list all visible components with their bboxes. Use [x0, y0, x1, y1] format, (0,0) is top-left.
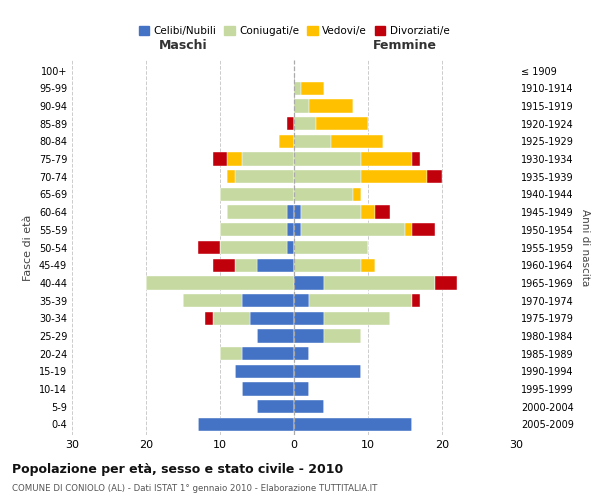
Bar: [212, 152, 227, 166]
Bar: [427, 170, 442, 183]
Bar: [257, 330, 294, 342]
Bar: [146, 276, 294, 289]
Bar: [227, 206, 287, 219]
Text: Femmine: Femmine: [373, 39, 437, 52]
Bar: [287, 117, 294, 130]
Bar: [287, 223, 294, 236]
Bar: [412, 223, 434, 236]
Bar: [412, 152, 420, 166]
Bar: [287, 206, 294, 219]
Bar: [294, 82, 301, 95]
Bar: [361, 258, 376, 272]
Bar: [294, 347, 309, 360]
Bar: [212, 312, 250, 325]
Bar: [235, 258, 257, 272]
Bar: [250, 312, 294, 325]
Bar: [198, 241, 220, 254]
Bar: [242, 382, 294, 396]
Bar: [361, 170, 427, 183]
Bar: [323, 330, 361, 342]
Bar: [301, 82, 323, 95]
Text: Maschi: Maschi: [158, 39, 208, 52]
Bar: [301, 206, 361, 219]
Bar: [294, 400, 323, 413]
Bar: [257, 258, 294, 272]
Bar: [279, 134, 294, 148]
Bar: [376, 206, 390, 219]
Y-axis label: Fasce di età: Fasce di età: [23, 214, 33, 280]
Bar: [412, 294, 420, 307]
Bar: [323, 312, 390, 325]
Bar: [405, 223, 412, 236]
Bar: [294, 330, 323, 342]
Bar: [294, 382, 309, 396]
Bar: [242, 152, 294, 166]
Bar: [294, 258, 361, 272]
Bar: [361, 152, 412, 166]
Bar: [183, 294, 242, 307]
Bar: [323, 276, 434, 289]
Legend: Celibi/Nubili, Coniugati/e, Vedovi/e, Divorziati/e: Celibi/Nubili, Coniugati/e, Vedovi/e, Di…: [134, 22, 454, 40]
Bar: [198, 418, 294, 431]
Text: Popolazione per età, sesso e stato civile - 2010: Popolazione per età, sesso e stato civil…: [12, 462, 343, 475]
Bar: [242, 347, 294, 360]
Y-axis label: Anni di nascita: Anni di nascita: [580, 209, 590, 286]
Bar: [294, 206, 301, 219]
Bar: [227, 152, 242, 166]
Bar: [294, 100, 309, 112]
Bar: [220, 223, 287, 236]
Bar: [294, 170, 361, 183]
Bar: [294, 241, 368, 254]
Bar: [294, 223, 301, 236]
Bar: [294, 364, 361, 378]
Bar: [242, 294, 294, 307]
Bar: [294, 152, 361, 166]
Text: COMUNE DI CONIOLO (AL) - Dati ISTAT 1° gennaio 2010 - Elaborazione TUTTITALIA.IT: COMUNE DI CONIOLO (AL) - Dati ISTAT 1° g…: [12, 484, 377, 493]
Bar: [294, 418, 412, 431]
Bar: [287, 241, 294, 254]
Bar: [205, 312, 212, 325]
Bar: [331, 134, 383, 148]
Bar: [227, 170, 235, 183]
Bar: [316, 117, 368, 130]
Bar: [220, 241, 287, 254]
Bar: [434, 276, 457, 289]
Bar: [257, 400, 294, 413]
Bar: [294, 276, 323, 289]
Bar: [212, 258, 235, 272]
Bar: [235, 364, 294, 378]
Bar: [309, 100, 353, 112]
Bar: [220, 347, 242, 360]
Bar: [309, 294, 412, 307]
Bar: [294, 312, 323, 325]
Bar: [361, 206, 376, 219]
Bar: [294, 134, 331, 148]
Bar: [235, 170, 294, 183]
Bar: [294, 294, 309, 307]
Bar: [353, 188, 361, 201]
Bar: [294, 188, 353, 201]
Bar: [220, 188, 294, 201]
Bar: [301, 223, 405, 236]
Bar: [294, 117, 316, 130]
